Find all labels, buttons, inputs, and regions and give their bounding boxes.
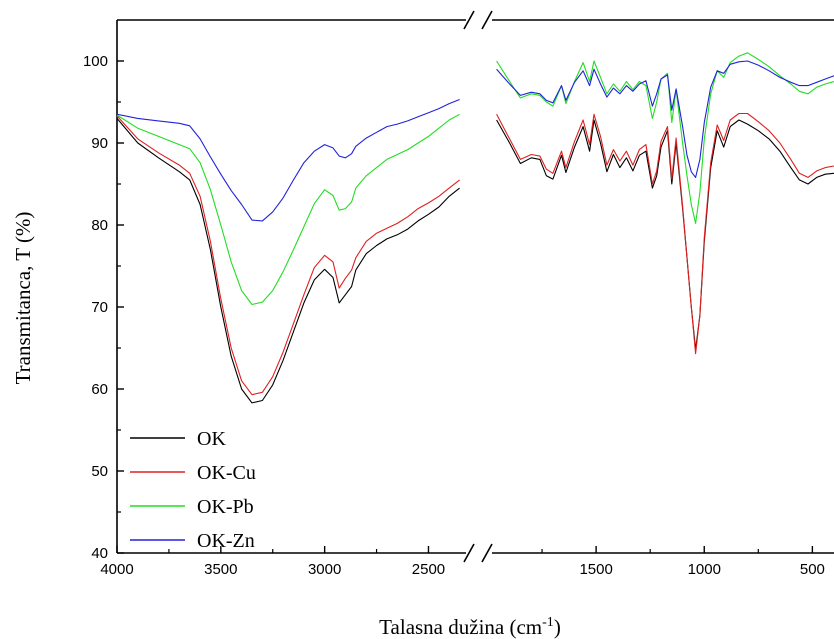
legend-label-ok-cu: OK-Cu xyxy=(197,462,256,484)
x-axis-title-sup: -1 xyxy=(542,615,554,630)
axes-layer: 40 50 60 70 80 90 100 4000 3500 3000 2500 1500 1000 5… xyxy=(83,10,834,578)
axis-break-mark-bottom-2 xyxy=(481,543,493,563)
y-tick-label: 80 xyxy=(91,217,108,234)
series-line-ok-cu-right xyxy=(496,112,834,355)
legend-label-ok-zn: OK-Zn xyxy=(197,530,255,552)
x-tick-label: 2500 xyxy=(412,561,445,578)
series-line-ok-pb-right xyxy=(496,52,834,224)
x-axis-title-main: Talasna dužina (cm xyxy=(379,615,542,639)
legend-label-ok-pb: OK-Pb xyxy=(197,496,254,518)
x-axis-title-end: ) xyxy=(554,615,561,639)
axis-break-mark-top-1 xyxy=(463,10,475,30)
x-axis-title: Talasna dužina (cm-1) xyxy=(379,615,561,639)
series-line-ok-left xyxy=(116,118,460,404)
series-line-ok-pb-left xyxy=(116,113,460,306)
y-tick-label: 50 xyxy=(91,463,108,480)
x-tick-label: 1000 xyxy=(688,561,721,578)
series-line-ok-right xyxy=(496,119,834,351)
y-tick-label: 70 xyxy=(91,299,108,316)
x-tick-label: 3500 xyxy=(204,561,237,578)
legend: OK OK-Cu OK-Pb OK-Zn xyxy=(130,428,256,552)
series-line-ok-zn-right xyxy=(496,60,834,178)
label-layer: Transmitanca, T (%) Talasna dužina (cm-1… xyxy=(11,212,561,639)
x-tick-label: 3000 xyxy=(308,561,341,578)
y-tick-label: 100 xyxy=(83,53,108,70)
y-tick-label: 90 xyxy=(91,135,108,152)
x-tick-label: 4000 xyxy=(100,561,133,578)
y-tick-label: 40 xyxy=(91,545,108,562)
axis-break-mark-bottom-1 xyxy=(463,543,475,563)
legend-label-ok: OK xyxy=(197,428,226,450)
series-layer xyxy=(116,52,834,404)
axis-break-mark-top-2 xyxy=(481,10,493,30)
series-line-ok-zn-left xyxy=(116,98,460,222)
x-tick-label: 1500 xyxy=(579,561,612,578)
y-axis-title: Transmitanca, T (%) xyxy=(11,212,35,385)
y-tick-label: 60 xyxy=(91,381,108,398)
series-line-ok-cu-left xyxy=(116,115,460,396)
x-tick-label: 500 xyxy=(800,561,825,578)
